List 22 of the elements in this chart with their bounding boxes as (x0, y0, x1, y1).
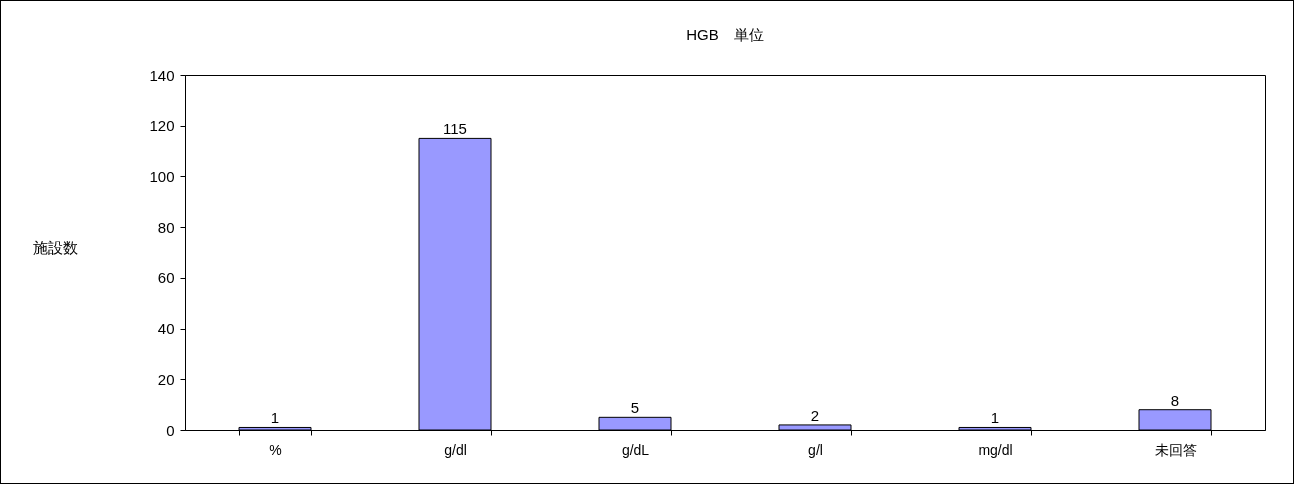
data-label: 1 (990, 409, 1000, 427)
data-label: 8 (1170, 391, 1180, 409)
y-tick-label: 40 (157, 320, 175, 338)
chart-title: HGB 単位 (686, 26, 764, 43)
x-tick-label: g/dl (444, 441, 467, 458)
data-label: 2 (810, 406, 820, 424)
y-tick-label: 20 (157, 370, 175, 388)
y-axis-title: 施設数 (33, 238, 78, 256)
data-label: 1 (270, 409, 280, 427)
x-tick-label: mg/dl (978, 441, 1013, 458)
y-tick-label: 140 (149, 66, 175, 84)
x-tick-label: 未回答 (1154, 441, 1197, 458)
y-tick-label: 100 (149, 167, 175, 185)
x-tick-label: g/dL (621, 441, 650, 458)
y-tick-label: 0 (166, 421, 175, 439)
y-tick-label: 60 (157, 269, 175, 287)
data-label: 5 (630, 399, 640, 417)
y-tick-label: 120 (149, 117, 175, 135)
x-tick-label: g/l (808, 441, 823, 458)
y-tick-label: 80 (157, 218, 175, 236)
x-tick-label: % (269, 441, 282, 458)
data-label: 115 (443, 120, 467, 138)
